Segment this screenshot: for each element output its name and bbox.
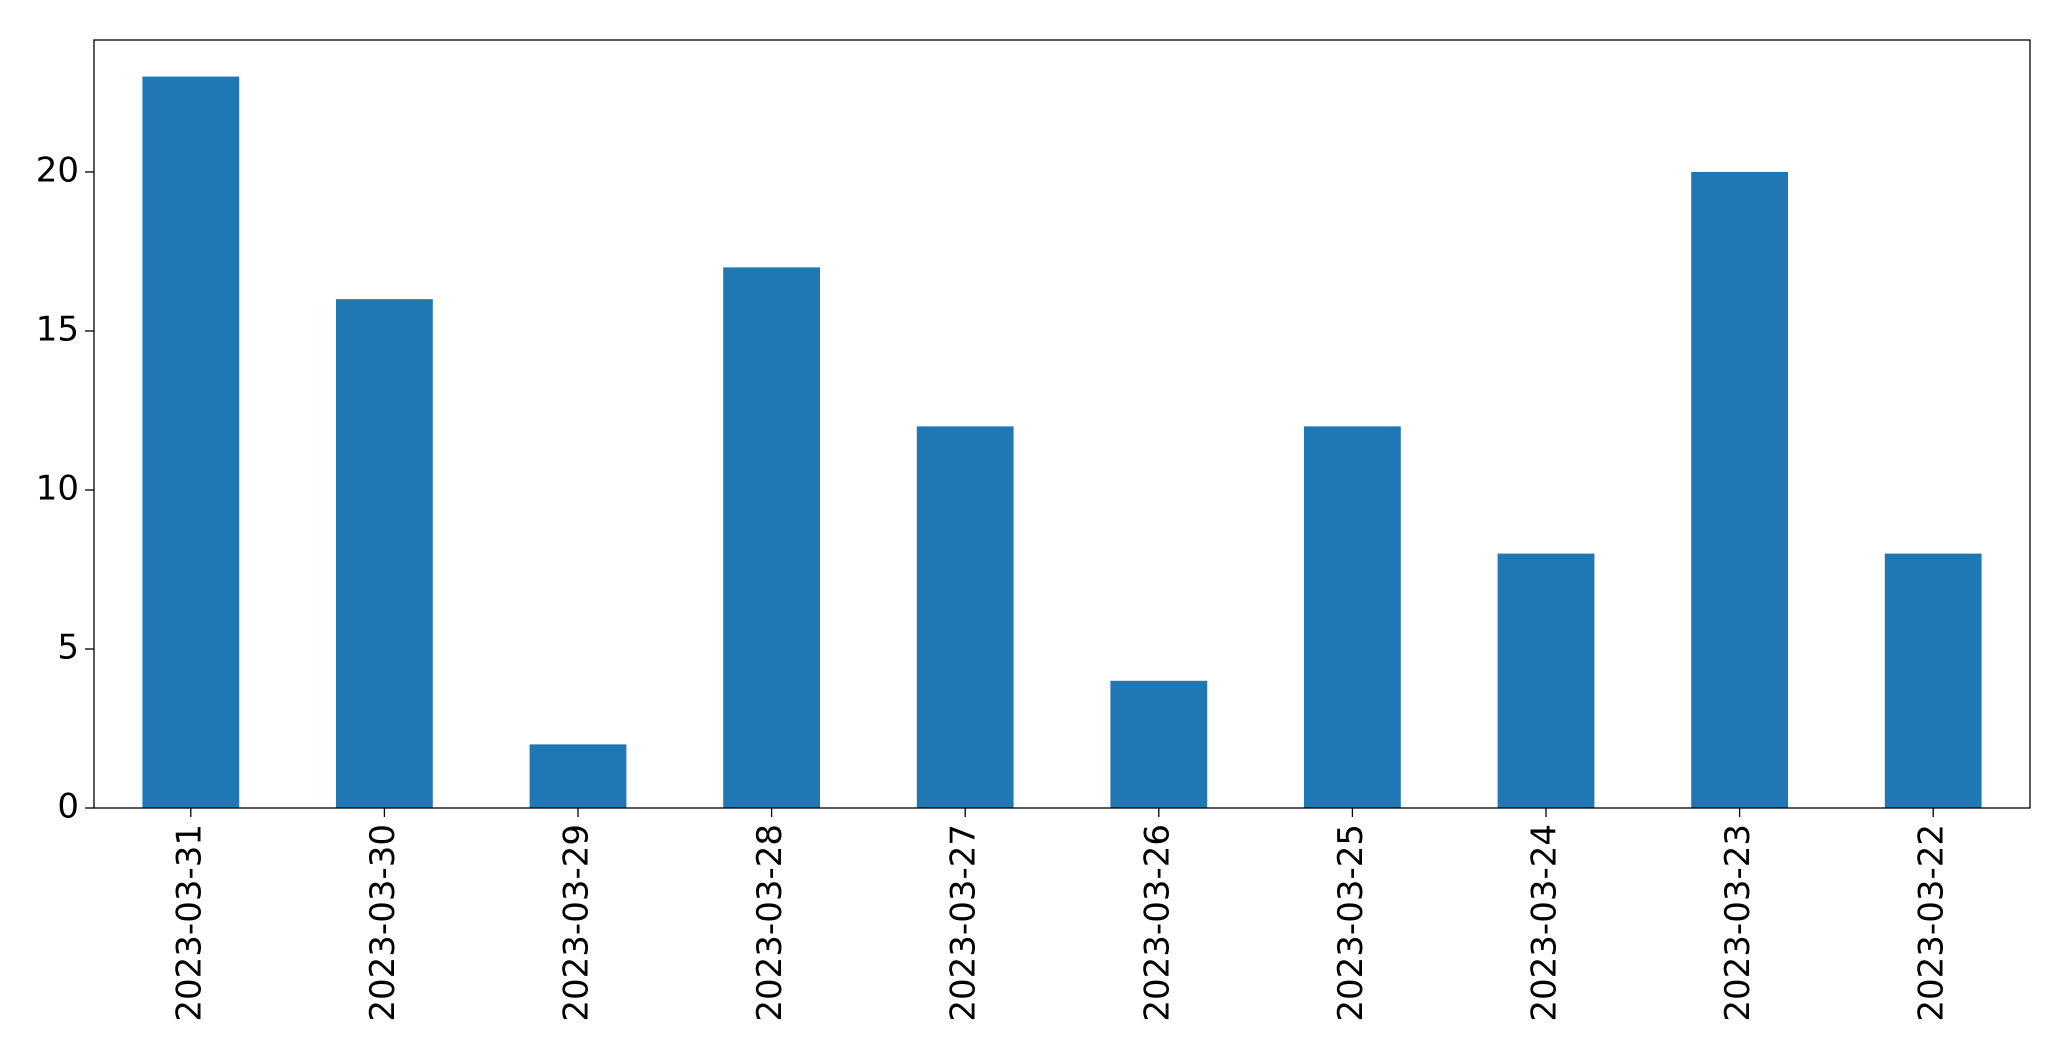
x-tick-label: 2023-03-22 (1912, 824, 1952, 1022)
y-tick-label: 5 (57, 627, 79, 667)
y-tick-label: 0 (57, 787, 79, 827)
plot-frame (93, 39, 2031, 809)
x-tick-label: 2023-03-25 (1331, 824, 1371, 1022)
x-tick-label: 2023-03-24 (1525, 824, 1565, 1022)
bar (916, 426, 1014, 808)
x-tick-label: 2023-03-31 (169, 824, 209, 1022)
bar (529, 744, 627, 808)
bar (723, 267, 820, 808)
x-tick-label: 2023-03-28 (750, 824, 790, 1022)
bar (1110, 680, 1208, 808)
bar (1884, 553, 1982, 808)
y-tick-label: 10 (36, 468, 79, 508)
y-tick-label: 15 (36, 309, 79, 349)
x-tick-label: 2023-03-26 (1137, 824, 1177, 1022)
bar (1691, 171, 1788, 808)
x-tick-label: 2023-03-29 (557, 824, 597, 1022)
y-tick-label: 20 (36, 150, 79, 190)
x-tick-label: 2023-03-30 (363, 824, 403, 1022)
x-tick-label: 2023-03-23 (1718, 824, 1758, 1022)
bar (1304, 426, 1401, 808)
bar (336, 299, 433, 808)
bar (1497, 553, 1595, 808)
bar (142, 76, 240, 809)
x-tick-label: 2023-03-27 (944, 824, 984, 1022)
